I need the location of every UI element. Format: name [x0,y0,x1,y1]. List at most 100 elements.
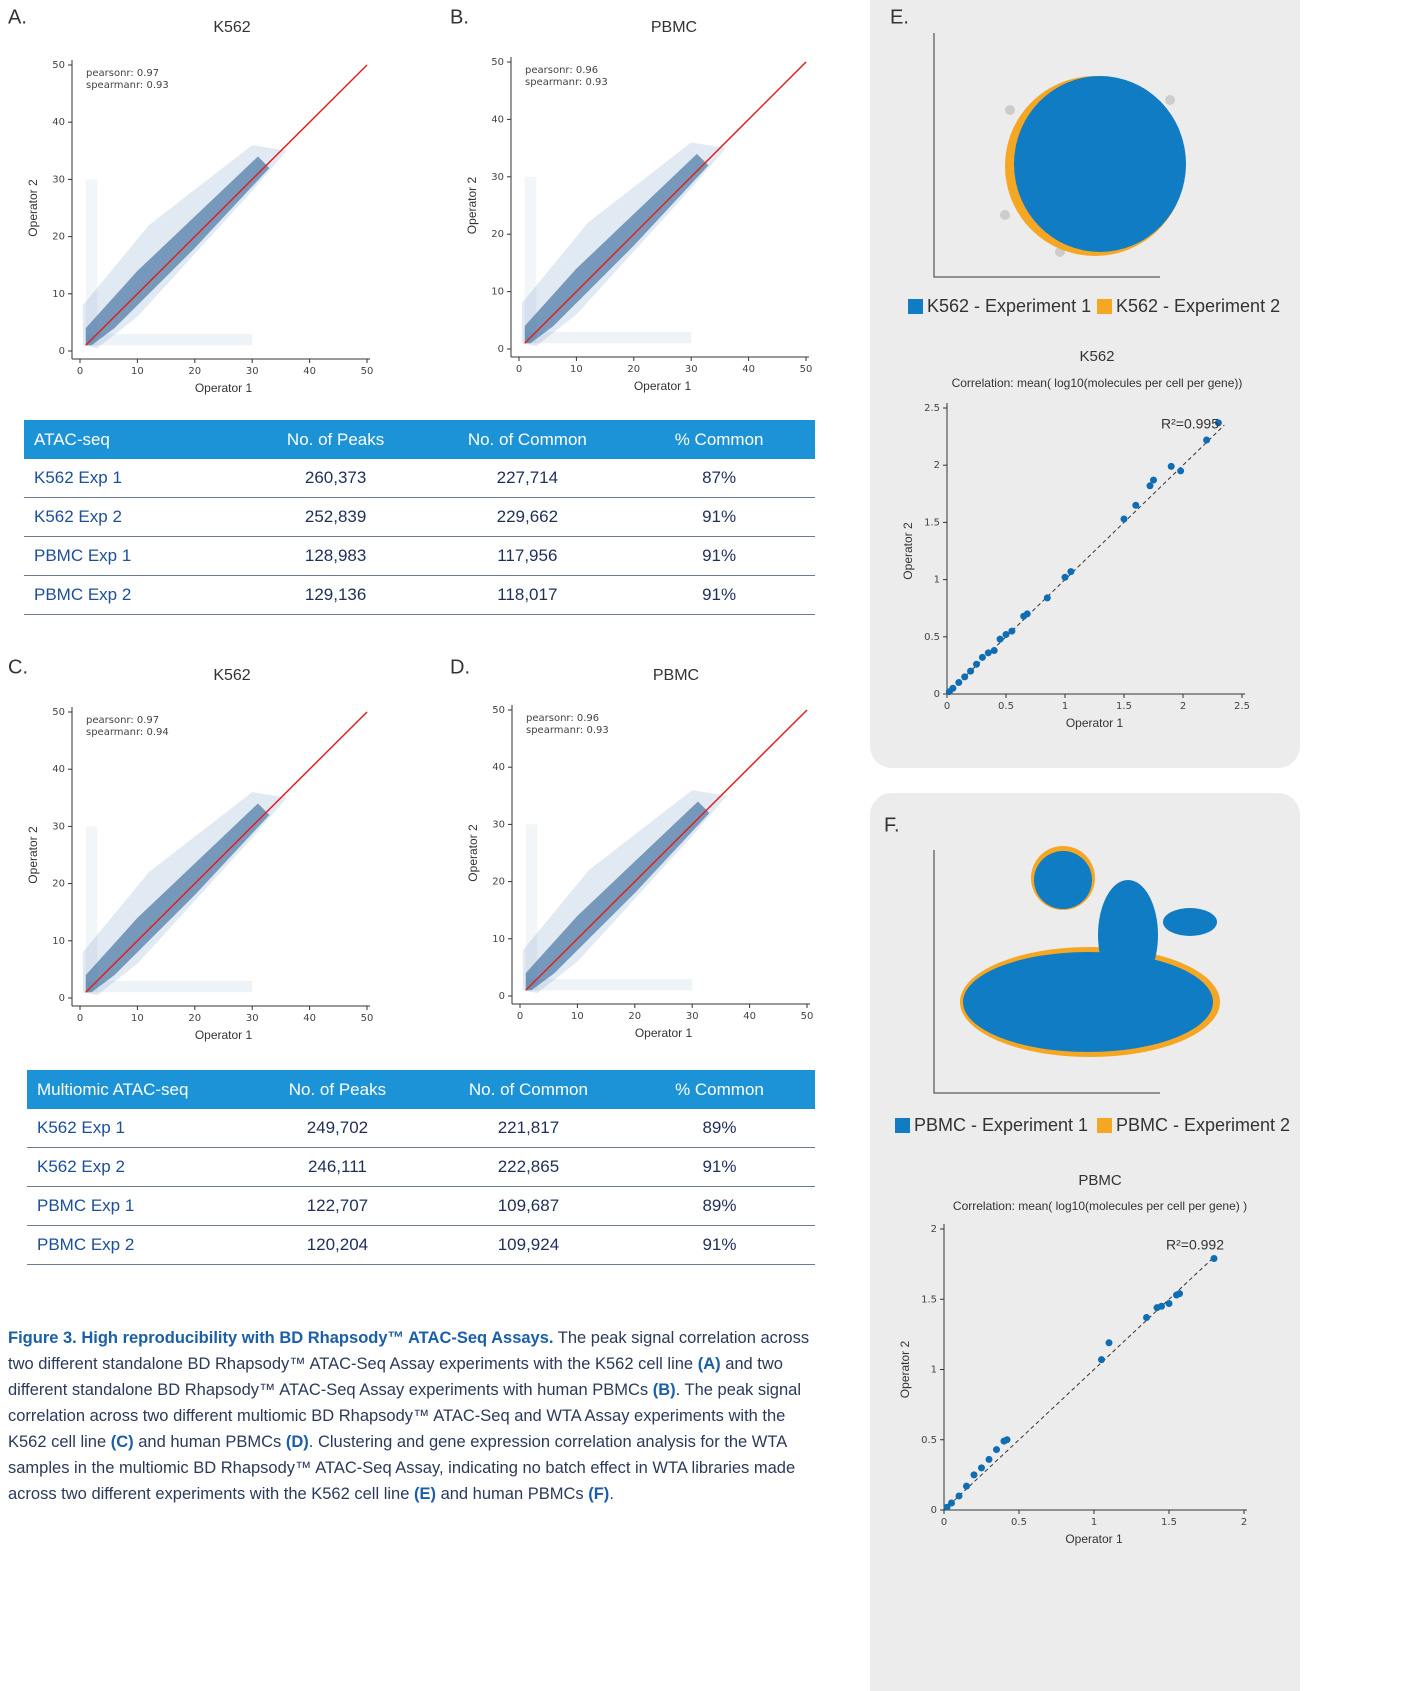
x-tick-label: 0 [77,366,83,377]
table-cell: 229,662 [431,497,624,537]
x-tick-label: 10 [570,364,583,375]
caption-text: and human PBMCs [133,1433,286,1451]
point [978,1464,985,1472]
point [973,660,980,668]
x-tick-label: 40 [743,1011,756,1022]
point [948,1499,955,1507]
point [961,673,969,681]
reference-line [524,61,807,344]
table-cell: 91% [623,575,815,615]
point [1120,515,1128,523]
table-cell: PBMC Exp 1 [27,1186,242,1226]
table-row: PBMC Exp 1 128,983 117,956 91% [24,536,815,576]
legend-label: K562 - Experiment 2 [1116,296,1280,316]
y-tick-label: 50 [52,707,65,718]
x-tick-label: 0 [944,701,950,712]
stat-annotation: spearmanr: 0.93 [526,725,609,736]
panel-label: F. [884,814,900,836]
x-tick-label: 0 [77,1013,83,1024]
y-tick-label: 0 [498,344,504,355]
x-tick-label: 20 [627,364,640,375]
cluster-dot [1000,210,1010,220]
y-tick-label: 40 [52,117,65,128]
x-axis-label: Operator 1 [635,1026,693,1040]
point [1150,476,1157,484]
embedding-axes [933,850,1160,1094]
y-tick-label: 1 [931,1365,937,1376]
table-cell: 91% [623,1147,815,1187]
point [1105,1339,1113,1347]
chart-title: K562 [1079,348,1114,365]
density-cloud [524,153,709,344]
chart-title: K562 [213,667,250,684]
x-tick-label: 2 [1180,701,1186,712]
table-row: K562 Exp 2 252,839 229,662 91% [24,497,815,537]
y-tick-label: 50 [52,60,65,71]
caption-text: (E) [413,1485,436,1503]
caption-text: . The peak signal correlation across two… [8,1381,802,1451]
table-row: K562 Exp 1 249,702 221,817 89% [27,1109,815,1148]
table-cell: 246,111 [241,1147,433,1187]
stat-annotation: pearsonr: 0.97 [86,715,159,726]
table-cell: 118,017 [431,575,624,615]
cluster [1098,880,1158,990]
table-cell: 128,983 [239,536,432,576]
table-cell: 89% [623,1186,815,1226]
y-tick-label: 0 [931,1505,937,1516]
density-cloud [525,978,693,991]
reference-line [85,64,368,346]
point [1143,1314,1150,1322]
point [1043,594,1051,602]
caption-text: The peak signal correlation across two d… [8,1329,810,1373]
stat-annotation: pearsonr: 0.96 [525,65,598,76]
legend-swatch [1097,1118,1112,1133]
x-tick-label: 1.5 [1116,701,1132,712]
point [955,1492,963,1500]
x-axis-label: Operator 1 [195,1028,253,1042]
x-tick-label: 0.5 [998,701,1014,712]
y-tick-label: 1.5 [924,517,940,528]
legend-label: K562 - Experiment 1 [927,296,1091,316]
header-cell: No. of Common [432,1070,624,1109]
table-cell: PBMC Exp 1 [24,536,240,576]
y-tick-label: 0 [934,689,940,700]
header-cell: ATAC-seq [24,420,240,459]
y-tick-label: 10 [492,934,505,945]
density-cloud [85,156,270,346]
x-tick-label: 20 [628,1011,641,1022]
caption-text: (F) [588,1485,610,1503]
table-row: PBMC Exp 2 129,136 118,017 91% [24,575,815,615]
point [984,649,992,657]
caption: Figure 3. High reproducibility with BD R… [8,1325,816,1507]
point [1214,419,1222,427]
x-axis-label: Operator 1 [195,381,253,395]
table-cell: 91% [623,1225,815,1265]
density-cloud [525,824,538,991]
y-tick-label: 10 [491,287,504,298]
y-tick-label: 40 [491,114,504,125]
table-cell: PBMC Exp 2 [24,575,240,615]
x-tick-label: 40 [303,1013,316,1024]
stat-annotation: pearsonr: 0.96 [526,713,599,724]
density-cloud [85,980,253,993]
point [1153,1304,1161,1312]
density-cloud [524,331,692,344]
y-tick-label: 1 [934,575,940,586]
point [1210,1255,1218,1263]
caption-text: and two different standalone BD Rhapsody… [8,1355,783,1399]
table-cell: PBMC Exp 2 [27,1225,242,1265]
table-row: PBMC Exp 1 122,707 109,687 89% [27,1186,815,1226]
point [1020,612,1028,620]
table-cell: 109,687 [432,1186,624,1226]
point [978,653,986,661]
chart-title: PBMC [653,667,699,684]
x-tick-label: 50 [361,1013,374,1024]
table-cell: 227,714 [431,459,624,498]
caption-text: (A) [697,1355,721,1373]
stat-annotation: pearsonr: 0.97 [86,68,159,79]
point [1146,482,1154,490]
point [943,1503,951,1511]
chart-title: K562 [213,19,250,36]
stat-annotation: spearmanr: 0.93 [86,80,169,91]
